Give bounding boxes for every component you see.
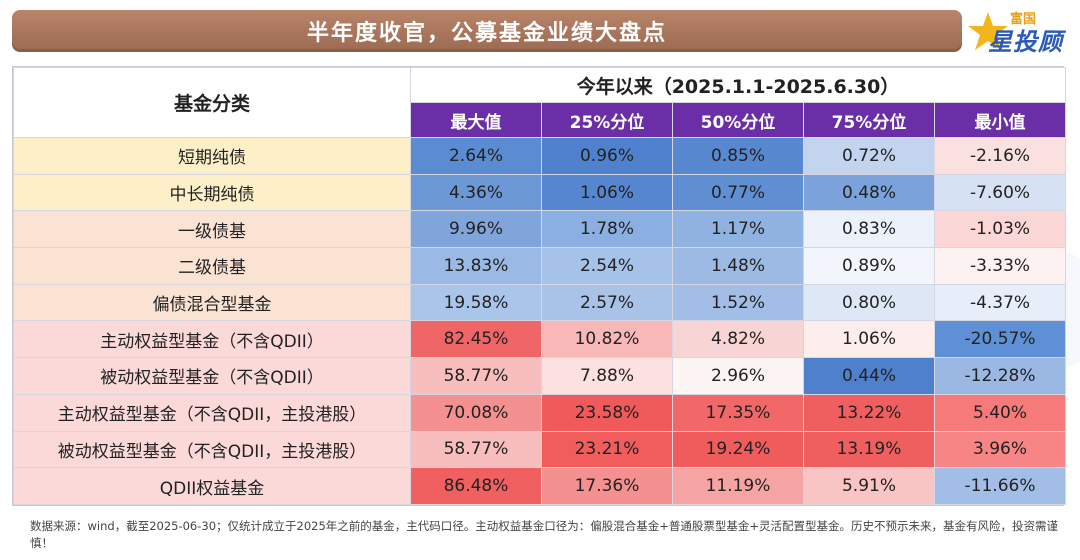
fund-category-cell: 一级债基 <box>13 210 411 249</box>
value-cell: 7.88% <box>541 357 673 395</box>
value-cell: -1.03% <box>933 210 1067 249</box>
value-cell: -2.16% <box>933 137 1067 175</box>
title-banner: 半年度收官，公募基金业绩大盘点 <box>12 10 962 52</box>
fund-category-cell: 主动权益型基金（不含QDII，主投港股） <box>13 393 411 432</box>
performance-table-container: 基金分类 今年以来（2025.1.1-2025.6.30） 最大值 25%分位 … <box>12 66 1067 506</box>
page-title: 半年度收官，公募基金业绩大盘点 <box>306 21 667 46</box>
value-cell: 13.22% <box>803 393 935 432</box>
column-header-p75: 75%分位 <box>803 102 935 138</box>
table-row: 偏债混合型基金 19.58% 2.57% 1.52% 0.80% -4.37% <box>13 283 1067 322</box>
value-cell: 17.36% <box>541 467 673 505</box>
fund-category-cell: QDII权益基金 <box>13 467 411 505</box>
value-cell: 23.58% <box>541 393 673 432</box>
table-row: QDII权益基金 86.48% 17.36% 11.19% 5.91% -11.66% <box>13 467 1067 505</box>
value-cell: 2.57% <box>541 283 673 322</box>
value-cell: 5.91% <box>803 467 935 505</box>
fund-category-cell: 短期纯债 <box>13 137 411 175</box>
star-icon <box>968 12 1008 50</box>
category-header: 基金分类 <box>13 67 411 138</box>
footnote: 数据来源：wind，截至2025-06-30；仅统计成立于2025年之前的基金，… <box>30 519 1059 550</box>
value-cell: -12.28% <box>933 357 1067 395</box>
table-row: 主动权益型基金（不含QDII，主投港股） 70.08% 23.58% 17.35% 13… <box>13 393 1067 432</box>
value-cell: 19.58% <box>410 283 542 322</box>
table-row: 二级债基 13.83% 2.54% 1.48% 0.89% -3.33% <box>13 247 1067 285</box>
value-cell: 70.08% <box>410 393 542 432</box>
value-cell: 4.82% <box>672 320 804 359</box>
fund-category-cell: 偏债混合型基金 <box>13 283 411 322</box>
value-cell: 0.48% <box>803 173 935 212</box>
table-body: 短期纯债 2.64% 0.96% 0.85% 0.72% -2.16% 中长期纯债 4.36%… <box>13 137 1067 505</box>
value-cell: 19.24% <box>672 430 804 469</box>
table-row: 主动权益型基金（不含QDII） 82.45% 10.82% 4.82% 1.06% -20… <box>13 320 1067 359</box>
value-cell: 0.85% <box>672 137 804 175</box>
value-cell: 1.48% <box>672 247 804 285</box>
value-cell: 58.77% <box>410 357 542 395</box>
column-header-p50: 50%分位 <box>672 102 804 138</box>
value-cell: 23.21% <box>541 430 673 469</box>
value-cell: 17.35% <box>672 393 804 432</box>
value-cell: 10.82% <box>541 320 673 359</box>
table-row: 被动权益型基金（不含QDII） 58.77% 7.88% 2.96% 0.44% -12.… <box>13 357 1067 395</box>
fund-category-cell: 中长期纯债 <box>13 173 411 212</box>
value-cell: 13.83% <box>410 247 542 285</box>
value-cell: -7.60% <box>933 173 1067 212</box>
fund-category-cell: 被动权益型基金（不含QDII） <box>13 357 411 395</box>
value-cell: 0.83% <box>803 210 935 249</box>
value-cell: 0.80% <box>803 283 935 322</box>
logo-top-text: 富国 <box>1010 12 1037 27</box>
value-cell: 2.54% <box>541 247 673 285</box>
value-cell: 3.96% <box>933 430 1067 469</box>
value-cell: 13.19% <box>803 430 935 469</box>
value-cell: -11.66% <box>933 467 1067 505</box>
fund-category-cell: 被动权益型基金（不含QDII，主投港股） <box>13 430 411 469</box>
value-cell: 4.36% <box>410 173 542 212</box>
value-cell: 1.78% <box>541 210 673 249</box>
column-header-min: 最小值 <box>933 102 1067 138</box>
value-cell: 0.96% <box>541 137 673 175</box>
value-cell: -4.37% <box>933 283 1067 322</box>
value-cell: 1.06% <box>541 173 673 212</box>
table-row: 短期纯债 2.64% 0.96% 0.85% 0.72% -2.16% <box>13 137 1067 175</box>
value-cell: 0.44% <box>803 357 935 395</box>
value-cell: 0.89% <box>803 247 935 285</box>
value-cell: 82.45% <box>410 320 542 359</box>
period-header: 今年以来（2025.1.1-2025.6.30） <box>409 67 1067 103</box>
value-cell: 58.77% <box>410 430 542 469</box>
value-cell: 11.19% <box>672 467 804 505</box>
value-cell: 86.48% <box>410 467 542 505</box>
table-row: 中长期纯债 4.36% 1.06% 0.77% 0.48% -7.60% <box>13 173 1067 212</box>
value-cell: 2.64% <box>410 137 542 175</box>
value-cell: 1.06% <box>803 320 935 359</box>
table-row: 一级债基 9.96% 1.78% 1.17% 0.83% -1.03% <box>13 210 1067 249</box>
fund-category-cell: 主动权益型基金（不含QDII） <box>13 320 411 359</box>
value-cell: 2.96% <box>672 357 804 395</box>
column-header-p25: 25%分位 <box>541 102 673 138</box>
logo-main-text: 星投顾 <box>988 28 1063 56</box>
value-cell: 1.52% <box>672 283 804 322</box>
fund-category-cell: 二级债基 <box>13 247 411 285</box>
table-row: 被动权益型基金（不含QDII，主投港股） 58.77% 23.21% 19.24% 13… <box>13 430 1067 469</box>
value-cell: -3.33% <box>933 247 1067 285</box>
value-cell: 9.96% <box>410 210 542 249</box>
performance-table: 基金分类 今年以来（2025.1.1-2025.6.30） 最大值 25%分位 … <box>13 67 1067 505</box>
value-cell: 1.17% <box>672 210 804 249</box>
value-cell: 0.72% <box>803 137 935 175</box>
value-cell: -20.57% <box>933 320 1067 359</box>
value-cell: 5.40% <box>933 393 1067 432</box>
column-header-max: 最大值 <box>410 102 542 138</box>
brand-logo: 富国 星投顾 <box>966 4 1074 56</box>
value-cell: 0.77% <box>672 173 804 212</box>
